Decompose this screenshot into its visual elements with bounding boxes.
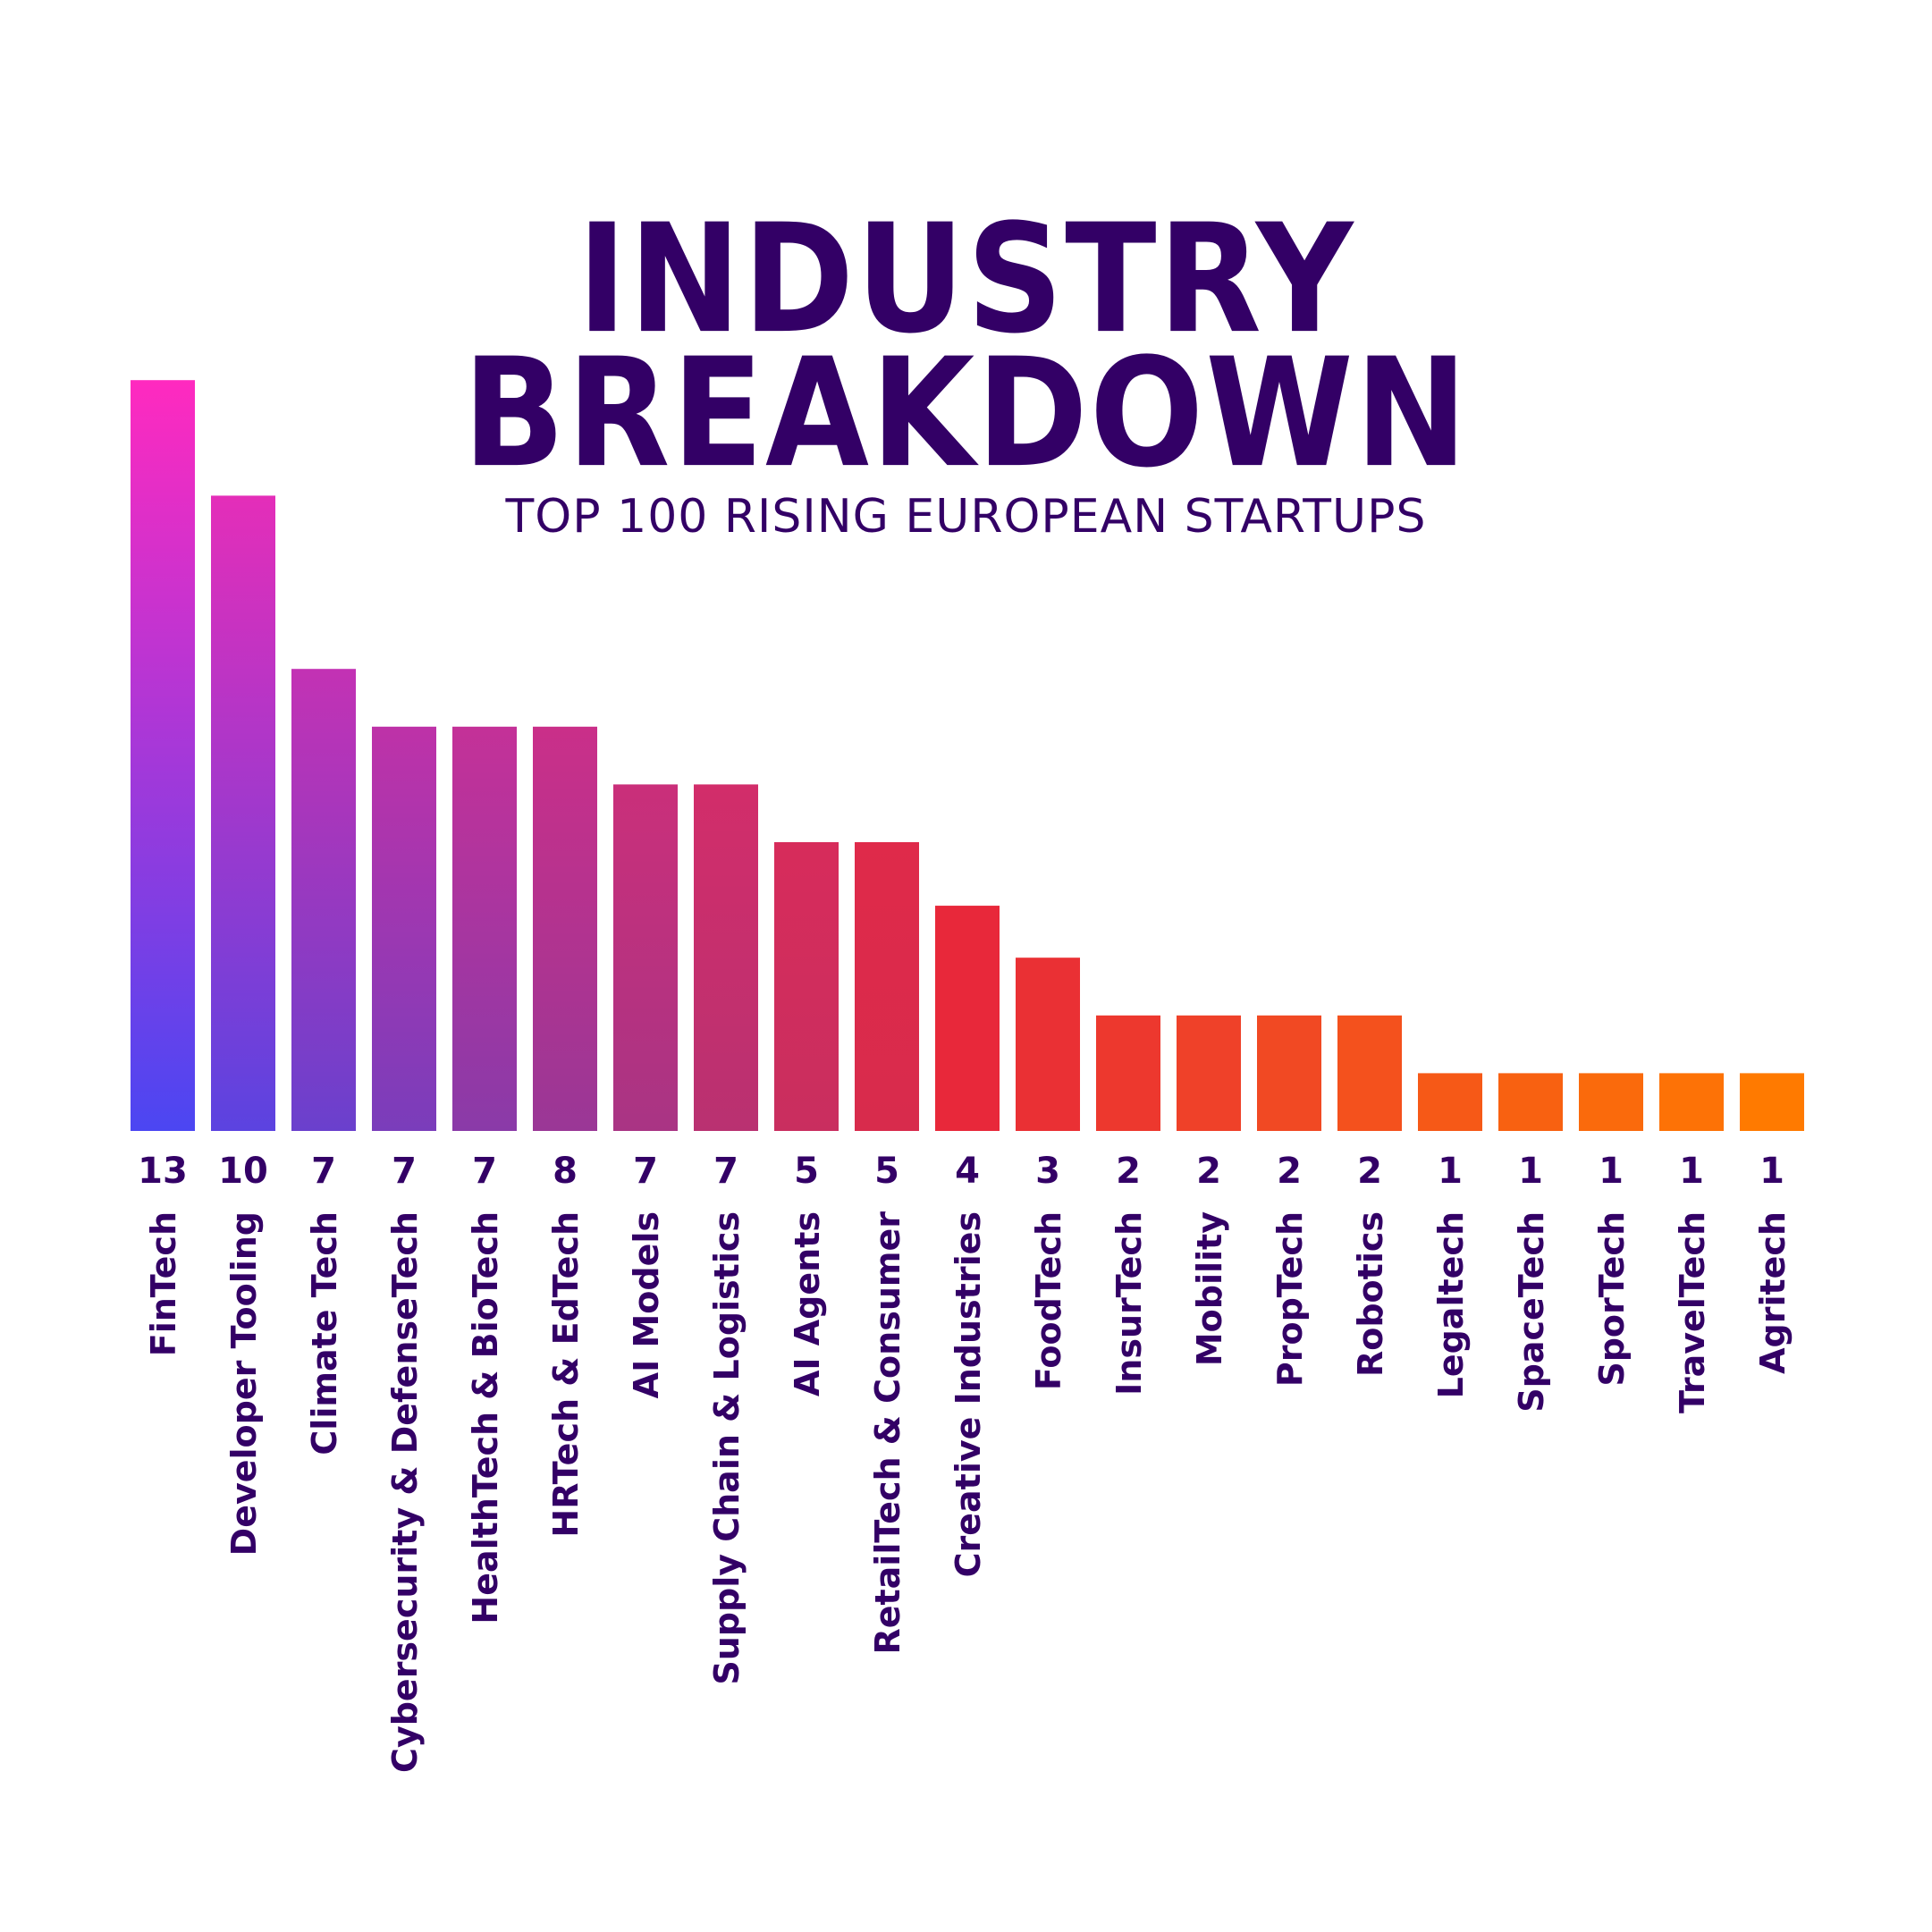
value-label: 2	[1277, 1151, 1302, 1192]
bar-hrtech-edtech	[533, 726, 597, 1131]
bar-creative-industries	[935, 906, 1000, 1131]
value-label: 1	[1759, 1151, 1784, 1192]
bar-traveltech	[1659, 1073, 1724, 1131]
category-label: SporTech	[1592, 1211, 1632, 1387]
category-label: Creative Industries	[949, 1211, 988, 1577]
category-label: SpaceTech	[1512, 1211, 1551, 1413]
bar-spacetech	[1498, 1073, 1563, 1131]
value-label: 10	[218, 1151, 268, 1192]
bar-ai-models	[613, 784, 678, 1131]
bar-fintech	[131, 380, 195, 1131]
bar-insurtech	[1096, 1015, 1160, 1131]
category-label: Legaltech	[1431, 1211, 1471, 1398]
category-label: Mobility	[1190, 1211, 1229, 1366]
value-label: 3	[1035, 1151, 1060, 1192]
value-label: 7	[392, 1151, 417, 1192]
bar-legaltech	[1418, 1073, 1482, 1131]
category-label: Climate Tech	[305, 1211, 344, 1455]
value-label: 1	[1679, 1151, 1704, 1192]
category-label: InsurTech	[1109, 1211, 1149, 1396]
value-label: 2	[1116, 1151, 1141, 1192]
value-label: 2	[1357, 1151, 1382, 1192]
category-label: TravelTech	[1673, 1211, 1712, 1413]
value-label: 1	[1438, 1151, 1463, 1192]
bar-mobility	[1177, 1015, 1241, 1131]
bar-agritech	[1740, 1073, 1804, 1131]
bar-retailtech-consumer	[855, 842, 919, 1131]
bar-healthtech-biotech	[452, 726, 517, 1131]
category-label: Agritech	[1753, 1211, 1793, 1374]
category-label: Developer Tooling	[224, 1211, 264, 1556]
value-label: 8	[553, 1151, 578, 1192]
category-label: PropTech	[1270, 1211, 1310, 1387]
value-label: 13	[138, 1151, 188, 1192]
bar-foodtech	[1016, 958, 1080, 1131]
bar-cybersecurity-defensetech	[372, 726, 436, 1131]
chart-title-line2: BREAKDOWN	[462, 326, 1470, 502]
value-label: 5	[874, 1151, 899, 1192]
value-label: 2	[1196, 1151, 1221, 1192]
value-label: 1	[1599, 1151, 1624, 1192]
value-label: 7	[633, 1151, 658, 1192]
chart-subtitle: TOP 100 RISING EUROPEAN STARTUPS	[505, 490, 1427, 544]
category-label: Supply Chain & Logistics	[707, 1211, 747, 1685]
bar-climate-tech	[291, 669, 356, 1131]
category-label: Cybersecurity & DefenseTech	[385, 1211, 425, 1773]
category-label: HRTech & EdTech	[546, 1211, 586, 1538]
category-label: FinTech	[144, 1211, 183, 1356]
bar-developer-tooling	[211, 495, 275, 1131]
category-label: RetailTech & Consumer	[868, 1211, 907, 1655]
value-label: 1	[1518, 1151, 1543, 1192]
bar-proptech	[1257, 1015, 1321, 1131]
category-label: HealthTech & BioTech	[466, 1211, 505, 1624]
bar-robotics	[1337, 1015, 1402, 1131]
category-label: AI Agents	[788, 1211, 827, 1396]
value-label: 7	[713, 1151, 738, 1192]
bar-supply-chain-logistics	[694, 784, 758, 1131]
value-label: 7	[311, 1151, 336, 1192]
value-label: 4	[955, 1151, 980, 1192]
category-label: Robotics	[1351, 1211, 1390, 1377]
bar-ai-agents	[774, 842, 839, 1131]
category-label: FoodTech	[1029, 1211, 1068, 1390]
chart-title-line1: INDUSTRY	[577, 192, 1355, 367]
value-label: 7	[472, 1151, 497, 1192]
value-label: 5	[794, 1151, 819, 1192]
bar-sportech	[1579, 1073, 1643, 1131]
category-label: AI Models	[627, 1211, 666, 1398]
